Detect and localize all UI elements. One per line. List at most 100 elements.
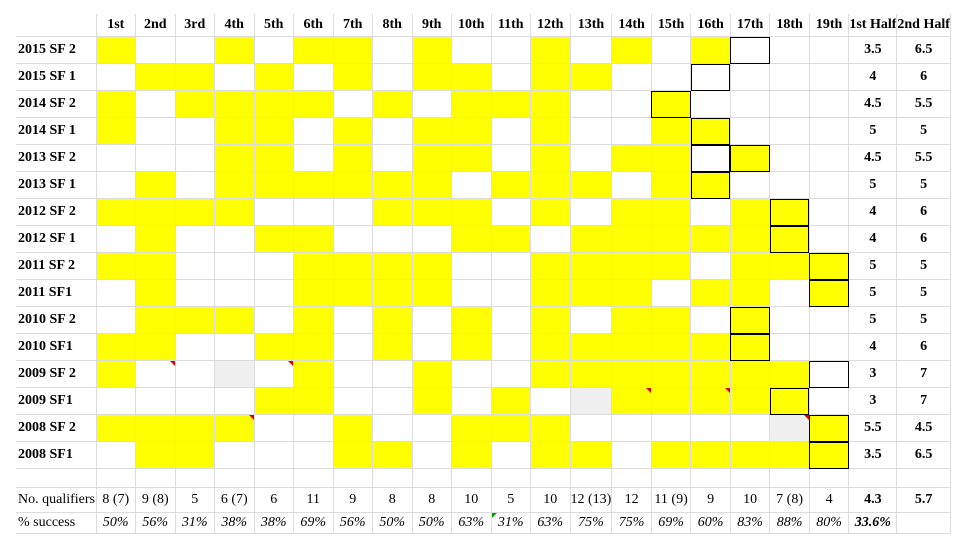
- grid-cell[interactable]: [809, 225, 850, 253]
- spacer-cell[interactable]: [530, 468, 571, 488]
- grid-cell[interactable]: [730, 279, 771, 307]
- second-half-value[interactable]: 5: [896, 117, 951, 145]
- grid-cell[interactable]: [730, 171, 771, 199]
- grid-cell[interactable]: [451, 171, 492, 199]
- grid-cell[interactable]: [769, 63, 810, 91]
- grid-cell[interactable]: [254, 117, 294, 145]
- grid-cell[interactable]: [372, 198, 413, 226]
- grid-cell[interactable]: [809, 306, 850, 334]
- grid-cell[interactable]: [611, 279, 652, 307]
- grid-cell[interactable]: [651, 36, 692, 64]
- grid-cell[interactable]: [135, 36, 176, 64]
- grid-cell[interactable]: [293, 333, 334, 361]
- first-half-value[interactable]: 4: [848, 63, 898, 91]
- success-value[interactable]: 50%: [96, 512, 136, 534]
- grid-cell[interactable]: [254, 441, 294, 469]
- grid-cell[interactable]: [730, 198, 771, 226]
- spacer-cell[interactable]: [730, 468, 771, 488]
- spacer-cell[interactable]: [412, 468, 452, 488]
- grid-cell[interactable]: [530, 198, 571, 226]
- grid-cell[interactable]: [809, 414, 850, 442]
- second-half-value[interactable]: 6: [896, 63, 951, 91]
- grid-cell[interactable]: [611, 414, 652, 442]
- grid-cell[interactable]: [611, 117, 652, 145]
- row-label[interactable]: 2012 SF 1: [16, 225, 97, 253]
- grid-cell[interactable]: [451, 252, 492, 280]
- second-half-value[interactable]: 5.5: [896, 144, 951, 172]
- column-header[interactable]: 3rd: [175, 14, 215, 37]
- success-value[interactable]: 38%: [254, 512, 294, 534]
- grid-cell[interactable]: [570, 90, 613, 118]
- first-half-value[interactable]: 4.5: [848, 144, 898, 172]
- qualifiers-value[interactable]: 12: [611, 487, 652, 513]
- grid-cell[interactable]: [96, 252, 136, 280]
- grid-cell[interactable]: [96, 171, 136, 199]
- grid-cell[interactable]: [293, 198, 334, 226]
- grid-cell[interactable]: [135, 171, 176, 199]
- grid-cell[interactable]: [254, 36, 294, 64]
- first-half-value[interactable]: 3.5: [848, 36, 898, 64]
- grid-cell[interactable]: [412, 279, 452, 307]
- column-header[interactable]: 18th: [769, 14, 810, 37]
- grid-cell[interactable]: [372, 333, 413, 361]
- grid-cell[interactable]: [611, 144, 652, 172]
- grid-cell[interactable]: [135, 387, 176, 415]
- column-header[interactable]: 7th: [333, 14, 373, 37]
- success-value[interactable]: 75%: [570, 512, 613, 534]
- grid-cell[interactable]: [175, 252, 215, 280]
- grid-cell[interactable]: [451, 360, 492, 388]
- second-half-value[interactable]: 6: [896, 333, 951, 361]
- grid-cell[interactable]: [333, 117, 373, 145]
- column-header[interactable]: 2nd Half: [896, 14, 951, 37]
- success-empty[interactable]: [896, 512, 951, 534]
- grid-cell[interactable]: [135, 90, 176, 118]
- grid-cell[interactable]: [451, 387, 492, 415]
- grid-cell[interactable]: [175, 360, 215, 388]
- grid-cell[interactable]: [530, 225, 571, 253]
- grid-cell[interactable]: [293, 36, 334, 64]
- grid-cell[interactable]: [293, 117, 334, 145]
- spacer-cell[interactable]: [848, 468, 898, 488]
- spacer-cell[interactable]: [690, 468, 731, 488]
- spacer-cell[interactable]: [451, 468, 492, 488]
- spacer-cell[interactable]: [809, 468, 850, 488]
- grid-cell[interactable]: [769, 360, 810, 388]
- grid-cell[interactable]: [570, 387, 613, 415]
- grid-cell[interactable]: [809, 90, 850, 118]
- grid-cell[interactable]: [412, 333, 452, 361]
- spacer-cell[interactable]: [214, 468, 255, 488]
- grid-cell[interactable]: [769, 90, 810, 118]
- qualifiers-value[interactable]: 8: [412, 487, 452, 513]
- grid-cell[interactable]: [254, 144, 294, 172]
- grid-cell[interactable]: [809, 441, 850, 469]
- success-value[interactable]: 80%: [809, 512, 850, 534]
- grid-cell[interactable]: [690, 279, 731, 307]
- grid-cell[interactable]: [570, 117, 613, 145]
- grid-cell[interactable]: [530, 63, 571, 91]
- grid-cell[interactable]: [333, 333, 373, 361]
- grid-cell[interactable]: [333, 225, 373, 253]
- column-header[interactable]: 19th: [809, 14, 850, 37]
- first-half-value[interactable]: 5: [848, 171, 898, 199]
- grid-cell[interactable]: [254, 225, 294, 253]
- grid-cell[interactable]: [530, 414, 571, 442]
- column-header[interactable]: 8th: [372, 14, 413, 37]
- grid-cell[interactable]: [175, 144, 215, 172]
- grid-cell[interactable]: [809, 171, 850, 199]
- grid-cell[interactable]: [769, 225, 810, 253]
- spacer-cell[interactable]: [135, 468, 176, 488]
- grid-cell[interactable]: [651, 225, 692, 253]
- grid-cell[interactable]: [412, 387, 452, 415]
- grid-cell[interactable]: [254, 360, 294, 388]
- row-label[interactable]: 2010 SF1: [16, 333, 97, 361]
- grid-cell[interactable]: [175, 198, 215, 226]
- grid-cell[interactable]: [214, 414, 255, 442]
- grid-cell[interactable]: [175, 414, 215, 442]
- grid-cell[interactable]: [730, 63, 771, 91]
- grid-cell[interactable]: [175, 63, 215, 91]
- qualifiers-second-half[interactable]: 5.7: [896, 487, 951, 513]
- spacer-cell[interactable]: [372, 468, 413, 488]
- spacer-cell[interactable]: [651, 468, 692, 488]
- grid-cell[interactable]: [96, 225, 136, 253]
- grid-cell[interactable]: [451, 279, 492, 307]
